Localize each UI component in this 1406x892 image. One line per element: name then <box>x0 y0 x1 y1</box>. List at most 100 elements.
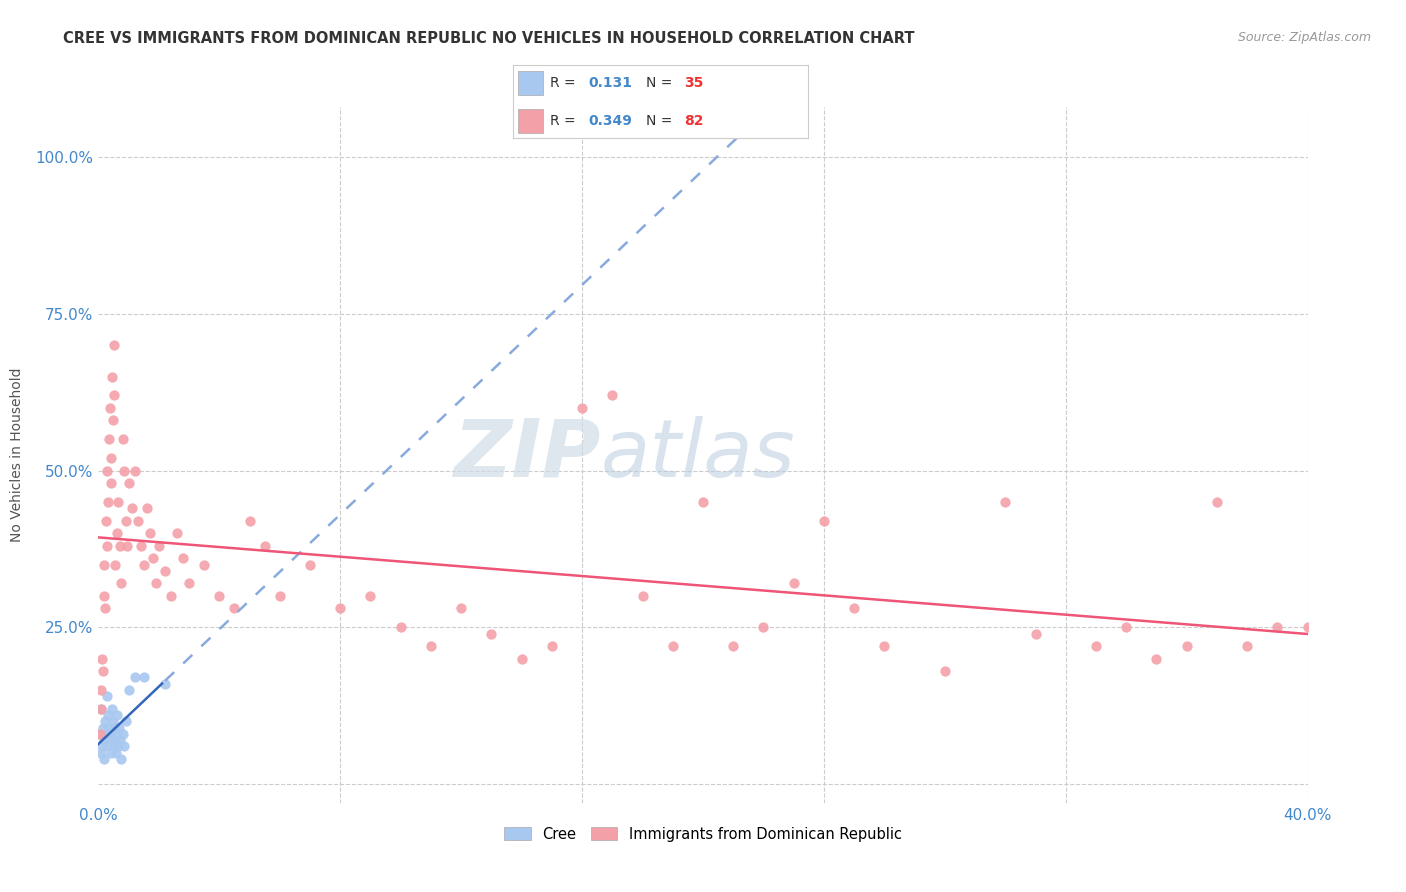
Point <box>108 733 131 747</box>
Text: Source: ZipAtlas.com: Source: ZipAtlas.com <box>1237 31 1371 45</box>
Point <box>96 690 118 704</box>
Text: CREE VS IMMIGRANTS FROM DOMINICAN REPUBLIC NO VEHICLES IN HOUSEHOLD CORRELATION : CREE VS IMMIGRANTS FROM DOMINICAN REPUBL… <box>63 31 915 46</box>
Point <box>783 576 806 591</box>
Point <box>89 727 111 741</box>
Point <box>179 576 201 591</box>
Point <box>94 601 117 615</box>
Point <box>90 683 112 698</box>
Text: N =: N = <box>645 113 676 128</box>
Point <box>124 670 146 684</box>
Point <box>420 639 443 653</box>
Point <box>105 727 128 741</box>
Point <box>108 721 131 735</box>
Text: 0.131: 0.131 <box>589 76 633 90</box>
Point <box>91 721 114 735</box>
Point <box>129 539 152 553</box>
Point <box>90 746 112 760</box>
Point <box>100 476 122 491</box>
Point <box>132 558 155 572</box>
Point <box>97 708 120 723</box>
Point <box>602 388 624 402</box>
Text: 35: 35 <box>685 76 704 90</box>
Point <box>115 539 138 553</box>
Point <box>104 733 127 747</box>
Point <box>135 501 157 516</box>
Point <box>98 733 121 747</box>
Text: atlas: atlas <box>600 416 794 494</box>
Point <box>103 721 125 735</box>
Point <box>98 432 121 446</box>
Point <box>94 714 117 729</box>
Point <box>1175 639 1198 653</box>
Point <box>153 564 176 578</box>
Point <box>111 432 134 446</box>
Point <box>692 495 714 509</box>
Point <box>661 639 683 653</box>
Text: ZIP: ZIP <box>453 416 600 494</box>
Point <box>193 558 215 572</box>
Point <box>389 620 412 634</box>
Point <box>103 739 125 754</box>
Text: R =: R = <box>550 113 581 128</box>
Point <box>1146 651 1168 665</box>
Point <box>127 514 149 528</box>
Point <box>844 601 866 615</box>
Point <box>101 702 124 716</box>
Point <box>94 514 117 528</box>
Point <box>101 369 124 384</box>
Point <box>107 739 129 754</box>
Point <box>1115 620 1137 634</box>
Point <box>118 683 141 698</box>
Point <box>100 451 122 466</box>
Point <box>132 670 155 684</box>
Text: N =: N = <box>645 76 676 90</box>
Point <box>571 401 593 415</box>
Point <box>208 589 231 603</box>
Point <box>994 495 1017 509</box>
Point <box>97 495 120 509</box>
Point <box>510 651 533 665</box>
Point <box>1206 495 1229 509</box>
Point <box>299 558 322 572</box>
Point <box>540 639 562 653</box>
Text: R =: R = <box>550 76 581 90</box>
Point <box>103 388 125 402</box>
Point <box>114 514 136 528</box>
Point <box>93 733 115 747</box>
Point <box>224 601 246 615</box>
Point <box>105 526 128 541</box>
Point <box>239 514 262 528</box>
Point <box>269 589 291 603</box>
Text: 82: 82 <box>685 113 704 128</box>
Text: 0.349: 0.349 <box>589 113 633 128</box>
Point <box>100 746 122 760</box>
Point <box>110 752 132 766</box>
Point <box>752 620 775 634</box>
Point <box>98 401 121 415</box>
Point <box>124 464 146 478</box>
Point <box>101 714 124 729</box>
Point <box>160 589 183 603</box>
Point <box>89 727 111 741</box>
Point <box>142 551 165 566</box>
Point <box>96 739 118 754</box>
Point <box>100 727 122 741</box>
Point <box>145 576 167 591</box>
Point <box>94 727 117 741</box>
Point <box>91 651 114 665</box>
Point <box>90 702 112 716</box>
Point <box>103 338 125 352</box>
Point <box>148 539 170 553</box>
Point <box>101 413 124 427</box>
Point <box>631 589 654 603</box>
Point <box>114 714 136 729</box>
Legend: Cree, Immigrants from Dominican Republic: Cree, Immigrants from Dominican Republic <box>499 821 907 847</box>
Point <box>104 558 127 572</box>
Point <box>934 664 956 678</box>
Point <box>112 739 135 754</box>
FancyBboxPatch shape <box>517 109 543 133</box>
Point <box>1085 639 1108 653</box>
Point <box>253 539 276 553</box>
Point <box>104 746 127 760</box>
Point <box>1296 620 1319 634</box>
